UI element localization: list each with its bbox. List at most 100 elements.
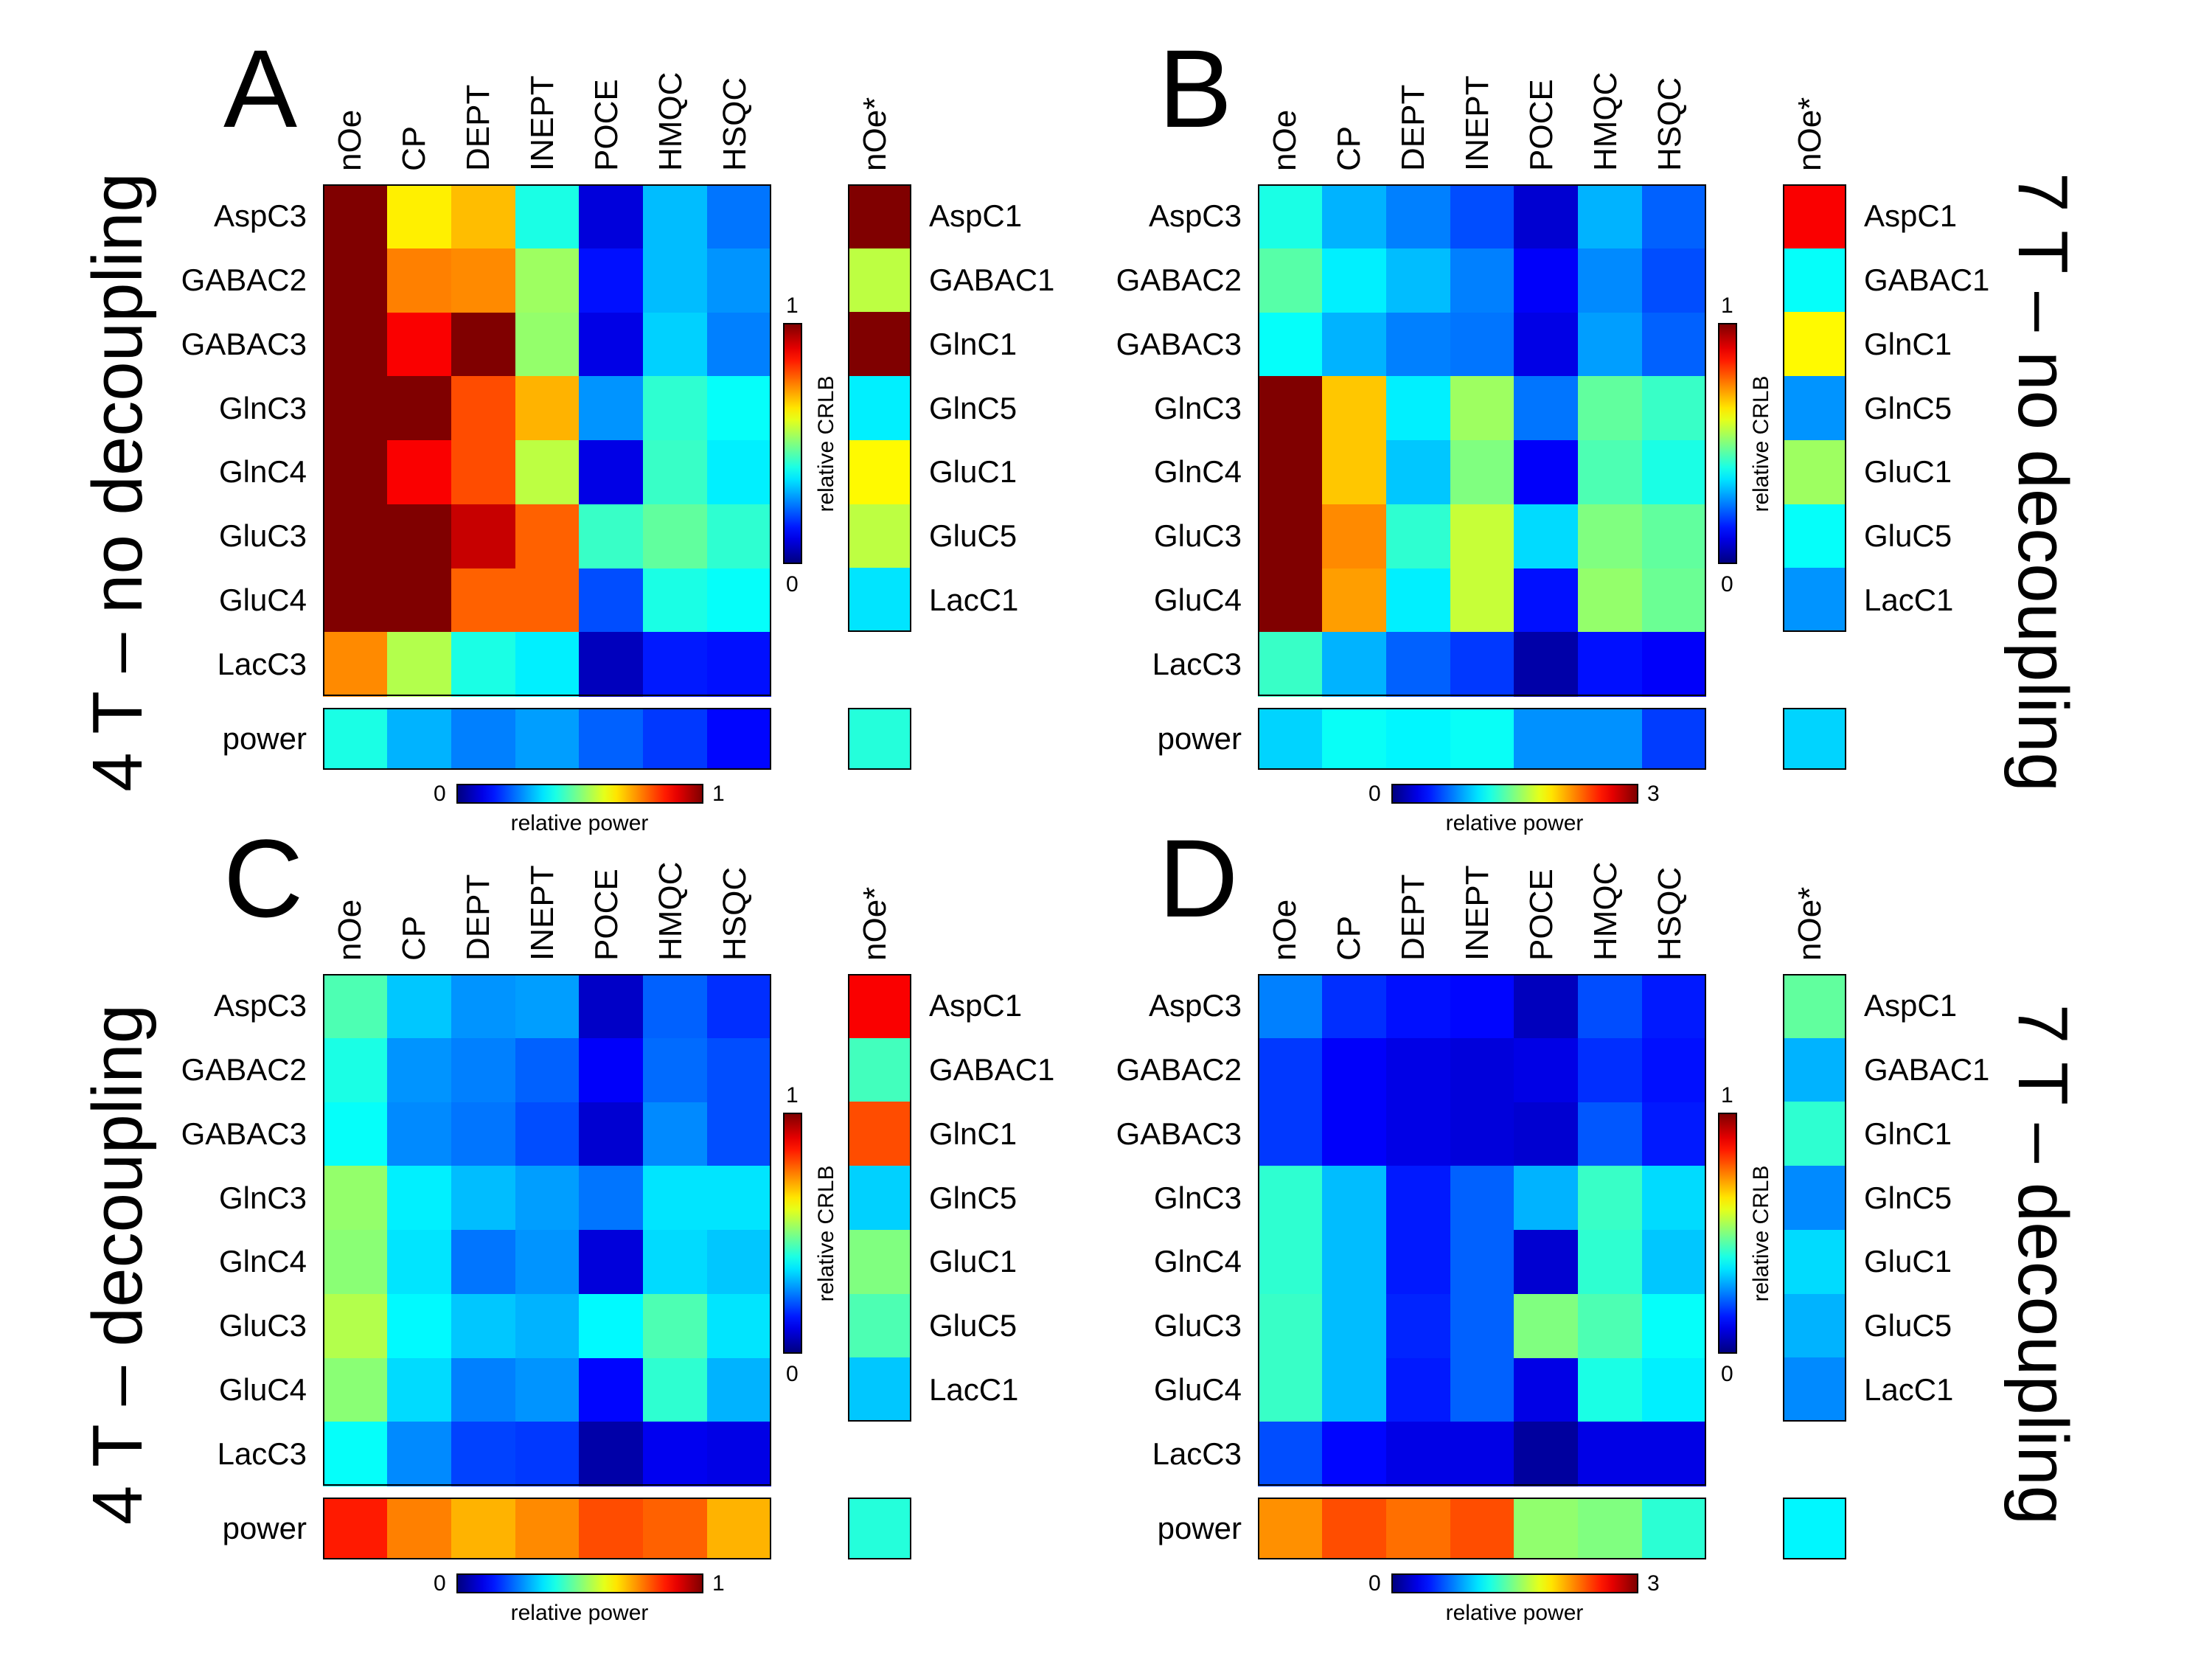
heatmap-cell [1385,1357,1451,1422]
heatmap-cell [1321,974,1387,1039]
heatmap-cell [1385,1102,1451,1166]
power-cell [515,708,580,770]
power-colorbar-label: relative power [510,1601,649,1625]
noe-star-cell [1783,1357,1846,1422]
side-title-c: 4 T – decoupling [78,1004,157,1526]
heatmap-cell [515,1230,580,1295]
noe-star-row-label: GluC1 [929,1244,1018,1279]
row-label: LacC3 [217,646,307,681]
heatmap-cell [1321,568,1387,633]
power-colorbar [456,784,703,804]
heatmap-cell [323,1230,388,1295]
noe-star-cell [1783,1229,1846,1295]
column-label: HMQC [1587,72,1624,171]
heatmap-cell [1385,1422,1451,1486]
heatmap-cell [1385,1293,1451,1358]
heatmap-cell [643,1037,708,1102]
row-label: GABAC3 [181,326,307,361]
heatmap-cell [451,312,516,377]
column-label: POCE [588,79,625,171]
heatmap-cell [1258,632,1323,697]
column-label: INEPT [524,75,560,171]
column-label: nOe [332,109,369,171]
heatmap-cell [1578,184,1643,249]
power-colorbar [456,1573,703,1593]
noe-star-row-label: AspC1 [929,198,1023,234]
noe-star-cell [1783,974,1846,1039]
heatmap-cell [515,1102,580,1166]
heatmap-cell [1385,184,1451,249]
heatmap-cell [1642,1422,1707,1486]
heatmap-cell [323,440,388,505]
noe-star-row-label: GlnC1 [1864,326,1952,361]
noe-star-cell [1783,1102,1846,1166]
heatmap-cell [1642,568,1707,633]
heatmap-cell [1450,974,1514,1039]
row-label: GluC3 [1153,1308,1242,1343]
heatmap-cell [1578,1357,1643,1422]
heatmap-cell [579,312,644,377]
heatmap-cell [1450,248,1514,313]
heatmap-cell [643,1422,708,1486]
heatmap-cell [1321,312,1387,377]
heatmap-cell [1514,632,1579,697]
heatmap-cell [579,1166,644,1231]
heatmap-cell [707,1102,772,1166]
noe-star-power-cell [1783,708,1846,770]
heatmap-cell [1642,1102,1707,1166]
heatmap-cell [1385,632,1451,697]
heatmap-cell [1450,504,1514,568]
heatmap-cell [515,568,580,633]
heatmap-cell [579,504,644,568]
heatmap-cell [1642,504,1707,568]
heatmap-cell [323,248,388,313]
noe-star-cell [848,1102,911,1166]
heatmap-cell [707,632,772,697]
heatmap-cell [1514,1422,1579,1486]
heatmap-cell [451,1166,516,1231]
heatmap-cell [515,1357,580,1422]
heatmap-cell [1385,568,1451,633]
heatmap-cell [323,376,388,441]
heatmap-cell [451,184,516,249]
noe-star-row-label: GluC5 [929,518,1018,553]
heatmap-cell [386,1357,452,1422]
noe-star-cell [1783,504,1846,568]
noe-star-power-cell [848,1498,911,1559]
heatmap-cell [579,440,644,505]
heatmap-cell [386,1037,452,1102]
noe-star-cell [1783,248,1846,313]
heatmap-cell [1450,1230,1514,1295]
power-colorbar [1391,784,1638,804]
heatmap-cell [1385,974,1451,1039]
heatmap-cell [579,184,644,249]
noe-star-row-label: GlnC5 [1864,390,1952,425]
heatmap-cell [1514,1037,1579,1102]
column-label: CP [1331,915,1368,961]
heatmap-cell [1258,1293,1323,1358]
heatmap-cell [515,376,580,441]
heatmap-cell [1321,1102,1387,1166]
heatmap-cell [1321,184,1387,249]
noe-star-cell [1783,1037,1846,1102]
panel-letter: C [223,816,304,940]
crlb-colorbar-label: relative CRLB [1749,375,1773,512]
heatmap-cell [323,568,388,633]
crlb-max-tick: 1 [1721,293,1733,318]
power-cell [1321,708,1387,770]
heatmap-cell [579,376,644,441]
heatmap-cell [1514,376,1579,441]
heatmap-cell [451,632,516,697]
heatmap-cell [1321,248,1387,313]
power-label: power [1157,721,1242,756]
heatmap-cell [1514,440,1579,505]
side-title-b: 7 T – no decoupling [2003,173,2082,792]
noe-star-row-label: GlnC1 [1864,1116,1952,1151]
heatmap-cell [386,504,452,568]
column-label: DEPT [1395,874,1432,961]
noe-star-row-label: GluC1 [929,454,1018,490]
noe-star-cell [1783,376,1846,441]
heatmap-cell [451,1037,516,1102]
crlb-max-tick: 1 [1721,1083,1733,1107]
